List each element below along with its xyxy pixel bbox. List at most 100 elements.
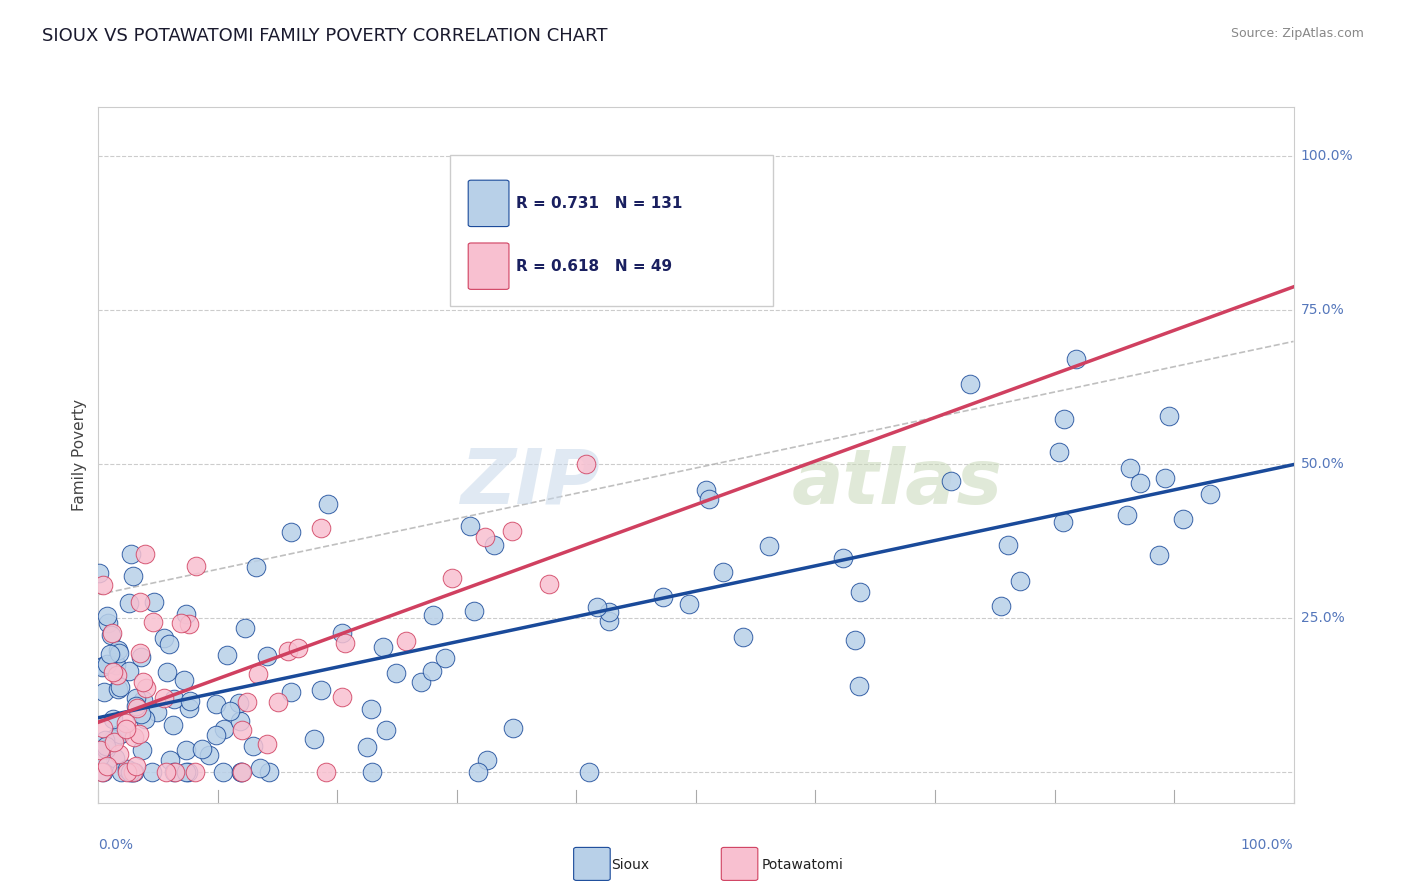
Text: Source: ZipAtlas.com: Source: ZipAtlas.com xyxy=(1230,27,1364,40)
Point xyxy=(94,732,117,747)
Point xyxy=(1154,471,1177,485)
Point xyxy=(191,742,214,756)
Point xyxy=(101,665,124,680)
Point xyxy=(91,764,114,779)
Point xyxy=(242,739,264,753)
Point xyxy=(174,764,197,779)
Point xyxy=(131,743,153,757)
Point xyxy=(997,538,1019,552)
Point xyxy=(474,530,496,544)
Point xyxy=(1147,548,1170,562)
Text: Potawatomi: Potawatomi xyxy=(762,858,844,872)
Point xyxy=(214,722,236,736)
Point xyxy=(94,742,117,756)
Point xyxy=(197,748,219,763)
Point xyxy=(124,730,146,744)
Point xyxy=(142,615,165,629)
Point xyxy=(315,764,337,779)
Point xyxy=(115,715,138,730)
Point xyxy=(118,764,141,779)
Point xyxy=(395,634,418,648)
Point xyxy=(844,633,866,648)
Point xyxy=(467,764,489,779)
Point xyxy=(177,700,200,714)
Point xyxy=(711,565,734,579)
Point xyxy=(578,764,600,779)
Point xyxy=(97,615,120,630)
Point xyxy=(104,655,127,669)
Point xyxy=(157,637,180,651)
Point xyxy=(105,658,128,673)
Text: 0.0%: 0.0% xyxy=(98,838,134,853)
Point xyxy=(107,728,129,742)
Text: ZIP: ZIP xyxy=(461,446,600,520)
Point xyxy=(105,667,128,681)
Point xyxy=(257,764,280,779)
Point xyxy=(96,758,118,772)
Point xyxy=(177,617,200,632)
Point xyxy=(96,657,118,672)
Point xyxy=(129,706,152,721)
Point xyxy=(502,721,524,735)
Point xyxy=(1129,476,1152,491)
Point xyxy=(475,753,498,767)
Point xyxy=(1047,445,1070,459)
Point xyxy=(409,674,432,689)
Text: 25.0%: 25.0% xyxy=(1301,611,1344,625)
Point xyxy=(235,621,257,635)
Point xyxy=(256,738,278,752)
Text: 50.0%: 50.0% xyxy=(1301,458,1344,471)
Point xyxy=(141,764,163,779)
Point xyxy=(125,759,148,773)
Point xyxy=(316,497,339,511)
Text: atlas: atlas xyxy=(792,446,1002,520)
Point xyxy=(128,727,150,741)
Point xyxy=(832,551,855,566)
Point xyxy=(127,700,149,714)
Point xyxy=(153,690,176,705)
Point xyxy=(98,647,121,661)
Point xyxy=(107,642,129,657)
Point xyxy=(129,595,152,609)
Point xyxy=(87,566,110,580)
Point xyxy=(1119,460,1142,475)
Point xyxy=(1053,412,1076,426)
Point xyxy=(179,693,201,707)
Point xyxy=(482,538,505,552)
Point xyxy=(204,697,226,711)
Point xyxy=(91,764,114,779)
Point xyxy=(330,625,353,640)
Point xyxy=(758,539,780,553)
Point xyxy=(107,681,129,696)
Point xyxy=(103,734,125,748)
Point xyxy=(575,457,598,471)
Point xyxy=(309,521,332,535)
Point xyxy=(598,614,620,628)
Point xyxy=(586,600,609,615)
Point xyxy=(91,659,114,673)
Point xyxy=(990,599,1012,613)
Point xyxy=(120,764,142,779)
Point xyxy=(110,764,132,779)
Point xyxy=(91,578,114,592)
Point xyxy=(125,699,148,714)
Point xyxy=(122,764,145,779)
Point xyxy=(162,718,184,732)
Point xyxy=(90,660,112,674)
Point xyxy=(440,571,463,585)
Point xyxy=(122,764,145,779)
Point xyxy=(89,743,111,757)
Point xyxy=(651,590,673,604)
Point xyxy=(371,640,394,655)
Point xyxy=(236,695,259,709)
Point xyxy=(287,640,309,655)
Point xyxy=(731,630,754,644)
Point xyxy=(360,764,382,779)
Point xyxy=(122,764,145,779)
Point xyxy=(93,684,115,698)
Point xyxy=(134,712,156,726)
Point xyxy=(695,483,717,497)
Point xyxy=(184,764,207,779)
Point xyxy=(134,547,156,561)
Point xyxy=(229,764,252,779)
